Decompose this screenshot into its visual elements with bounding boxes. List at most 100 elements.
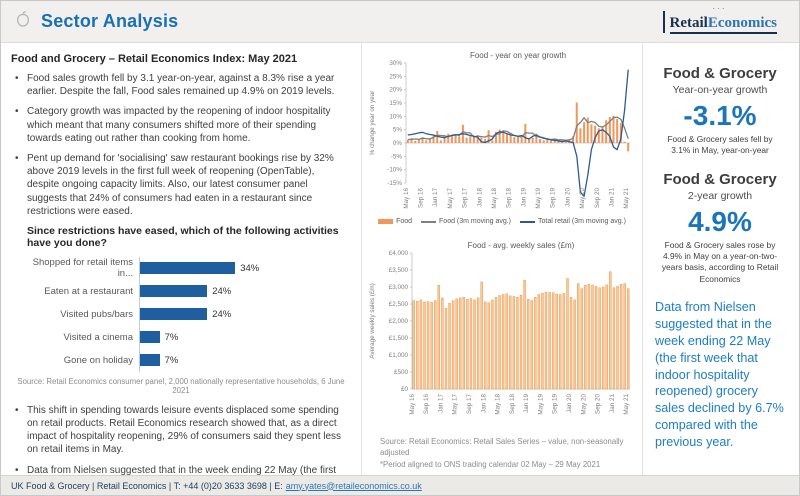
survey-row: Gone on holiday 7% [17, 348, 349, 372]
svg-text:£2,500: £2,500 [389, 301, 409, 308]
survey-value-label: 7% [164, 331, 179, 343]
page-title: Sector Analysis [41, 11, 179, 31]
logo-dots-decoration: ··· [712, 3, 727, 13]
svg-text:-10%: -10% [387, 167, 402, 174]
svg-text:£3,500: £3,500 [389, 267, 409, 274]
logo-word-economics: Economics [707, 14, 777, 31]
svg-text:May 19: May 19 [535, 188, 542, 209]
kpi2-caption: Food & Grocery sales rose by 4.9% in May… [661, 239, 779, 284]
svg-text:Sep 16: Sep 16 [418, 188, 425, 208]
kpi2-value: 4.9% [688, 205, 752, 237]
svg-text:Jan 20: Jan 20 [566, 394, 573, 413]
svg-text:Sep 19: Sep 19 [550, 188, 557, 208]
weekly-chart-source: Source: Retail Economics: Retail Sales S… [380, 436, 638, 470]
survey-bar-area: 7% [139, 325, 349, 349]
svg-text:£3,000: £3,000 [389, 284, 409, 291]
svg-text:20%: 20% [389, 87, 402, 94]
apple-icon [13, 9, 33, 34]
svg-text:-15%: -15% [387, 180, 402, 187]
svg-text:Jan 19: Jan 19 [523, 394, 530, 413]
bullet: Food sales growth fell by 3.1 year-on-ye… [11, 72, 349, 98]
food-yoy-chart: Food - year on year growth -15% -10% -5% 0% 5… [369, 51, 630, 209]
svg-text:Jan 20: Jan 20 [564, 188, 571, 207]
commentary-column: Food and Grocery – Retail Economics Inde… [1, 43, 361, 476]
survey-bar-area: 7% [139, 348, 349, 372]
legend-label: Food (3m moving avg.) [439, 218, 512, 225]
svg-text:£1,500: £1,500 [389, 335, 409, 342]
bullet: This shift in spending towards leisure e… [11, 404, 349, 457]
legend-label: Food [396, 218, 413, 225]
survey-row: Eaten at a restaurant 24% [17, 279, 349, 303]
legend-item: Food [378, 218, 412, 225]
bottom-bullet-list: This shift in spending towards leisure e… [11, 404, 349, 476]
svg-text:Sep 18: Sep 18 [506, 188, 513, 208]
svg-text:May 16: May 16 [409, 394, 416, 415]
svg-text:% change year on year: % change year on year [369, 91, 376, 156]
svg-text:£2,000: £2,000 [389, 318, 409, 325]
survey-category-label: Visited pubs/bars [60, 308, 133, 320]
legend-swatch [421, 220, 437, 223]
food-weekly-chart: Food - avg. weekly sales (£m) £0 £500 £1,00… [369, 241, 630, 415]
survey-row: Visited a cinema 7% [17, 325, 349, 349]
svg-text:May 17: May 17 [447, 188, 454, 209]
survey-bar [140, 262, 236, 275]
svg-text:May 20: May 20 [580, 394, 587, 415]
kpi1-value: -3.1% [683, 100, 757, 131]
svg-text:Jan 21: Jan 21 [609, 188, 616, 207]
bullet: Category growth was impacted by the reop… [11, 105, 349, 145]
svg-text:Sep 17: Sep 17 [466, 394, 473, 414]
svg-text:0%: 0% [393, 140, 403, 147]
legend-item: Food (3m moving avg.) [421, 218, 511, 225]
bullet: Pent up demand for 'socialising' saw res… [11, 152, 349, 218]
survey-chart-title: Since restrictions have eased, which of … [27, 224, 339, 249]
svg-text:Jan 18: Jan 18 [476, 188, 483, 207]
kpi1-caption: Food & Grocery sales fell by 3.1% in May… [667, 134, 773, 156]
survey-value-label: 24% [212, 308, 232, 320]
svg-text:May 18: May 18 [495, 394, 502, 415]
survey-chart: Shopped for retail items in... 34% Eaten a… [17, 256, 349, 372]
svg-text:May 16: May 16 [403, 188, 410, 209]
svg-text:May 17: May 17 [452, 394, 459, 415]
food-yoy-chart-block: Food - year on year growth -15% -10% -5% 0% 5… [366, 49, 638, 225]
svg-text:May 19: May 19 [537, 394, 544, 415]
legend-swatch [520, 220, 536, 223]
svg-text:10%: 10% [389, 113, 402, 120]
svg-text:5%: 5% [393, 127, 403, 134]
survey-row: Shopped for retail items in... 34% [17, 256, 349, 280]
source-line-2: *Period aligned to ONS trading calendar … [380, 459, 601, 469]
bullet: Data from Nielsen suggested that in the … [11, 464, 349, 476]
svg-text:Average weekly sales (£m): Average weekly sales (£m) [369, 283, 376, 358]
food-weekly-chart-block: Food - avg. weekly sales (£m) £0 £500 £1,00… [366, 237, 638, 430]
survey-bar-area: 24% [139, 279, 349, 303]
svg-text:May 18: May 18 [491, 188, 498, 209]
survey-bar [140, 331, 160, 344]
top-bullet-list: Food sales growth fell by 3.1 year-on-ye… [11, 72, 349, 218]
svg-text:30%: 30% [389, 60, 402, 67]
header: Sector Analysis ··· RetailEconomics [1, 1, 799, 43]
survey-category-label: Visited a cinema [63, 331, 133, 343]
svg-text:May 21: May 21 [623, 188, 630, 209]
survey-category-label: Eaten at a restaurant [44, 285, 133, 297]
survey-bar [140, 354, 160, 367]
svg-text:25%: 25% [389, 73, 402, 80]
svg-text:May 21: May 21 [623, 394, 630, 415]
svg-text:Sep 17: Sep 17 [462, 188, 469, 208]
survey-bar [140, 285, 208, 298]
section-title: Food and Grocery – Retail Economics Inde… [11, 53, 298, 65]
legend-label: Total retail (3m moving avg.) [538, 218, 626, 225]
survey-source: Source: Retail Economics consumer panel,… [17, 376, 345, 395]
svg-text:15%: 15% [389, 100, 402, 107]
svg-text:Jan 17: Jan 17 [437, 394, 444, 413]
svg-text:£0: £0 [401, 386, 409, 393]
email-link[interactable]: amy.yates@retaileconomics.co.uk [285, 480, 422, 491]
kpi2-heading: Food & Grocery [663, 170, 777, 188]
survey-category-label: Shopped for retail items in... [32, 257, 133, 280]
survey-bar [140, 308, 208, 321]
survey-value-label: 34% [240, 262, 260, 274]
survey-row: Visited pubs/bars 24% [17, 302, 349, 326]
svg-text:-5%: -5% [391, 153, 403, 160]
svg-text:Food - avg. weekly sales (£m): Food - avg. weekly sales (£m) [468, 241, 575, 250]
survey-value-label: 24% [212, 285, 232, 297]
svg-text:Sep 18: Sep 18 [509, 394, 516, 414]
